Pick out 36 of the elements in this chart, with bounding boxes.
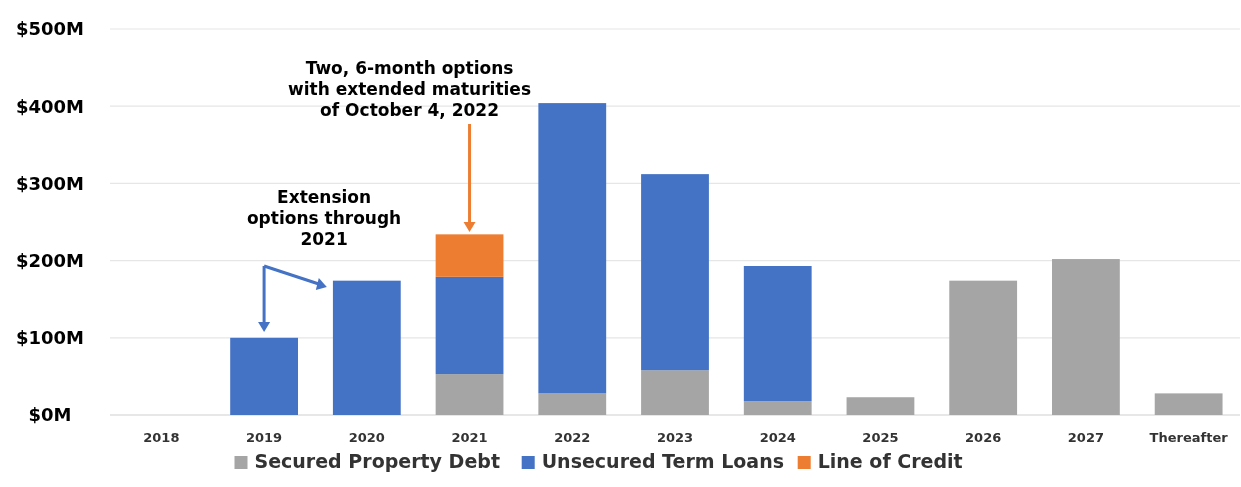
legend-label: Secured Property Debt [254, 450, 500, 472]
bar [1052, 259, 1120, 415]
bar [743, 266, 812, 402]
bar [1154, 393, 1223, 415]
x-tick-label: 2020 [348, 430, 385, 445]
x-tick-label: 2026 [965, 430, 1002, 445]
legend-label: Line of Credit [817, 450, 963, 472]
bar [435, 374, 504, 415]
bar [538, 393, 607, 415]
legend-label: Unsecured Term Loans [541, 450, 785, 472]
bar [743, 401, 812, 415]
y-tick-label: $0M [28, 404, 72, 426]
x-tick-label: 2018 [143, 430, 180, 445]
annotation: Two, 6-month options with extended maturities of October 4, 2022 [288, 58, 532, 120]
x-tick-label: Thereafter [1149, 430, 1229, 445]
x-tick-label: 2024 [759, 430, 796, 445]
bar [846, 397, 915, 415]
x-tick-label: 2021 [451, 430, 488, 445]
y-tick-label: $500M [15, 18, 85, 40]
bar [538, 103, 607, 394]
x-tick-label: 2027 [1067, 430, 1104, 445]
bar [641, 370, 709, 415]
y-tick-label: $400M [15, 95, 85, 117]
y-tick-label: $300M [15, 172, 85, 194]
bar [641, 174, 709, 371]
x-tick-label: 2019 [246, 430, 283, 445]
y-tick-label: $100M [15, 327, 85, 349]
bar [332, 280, 401, 415]
annotation: Extension options through 2021 [246, 187, 402, 249]
y-tick-label: $200M [15, 249, 85, 271]
x-tick-label: 2022 [554, 430, 591, 445]
bar [435, 276, 504, 375]
bar [949, 280, 1018, 415]
x-tick-label: 2025 [862, 430, 899, 445]
bar [230, 337, 298, 415]
x-tick-label: 2023 [656, 430, 694, 445]
